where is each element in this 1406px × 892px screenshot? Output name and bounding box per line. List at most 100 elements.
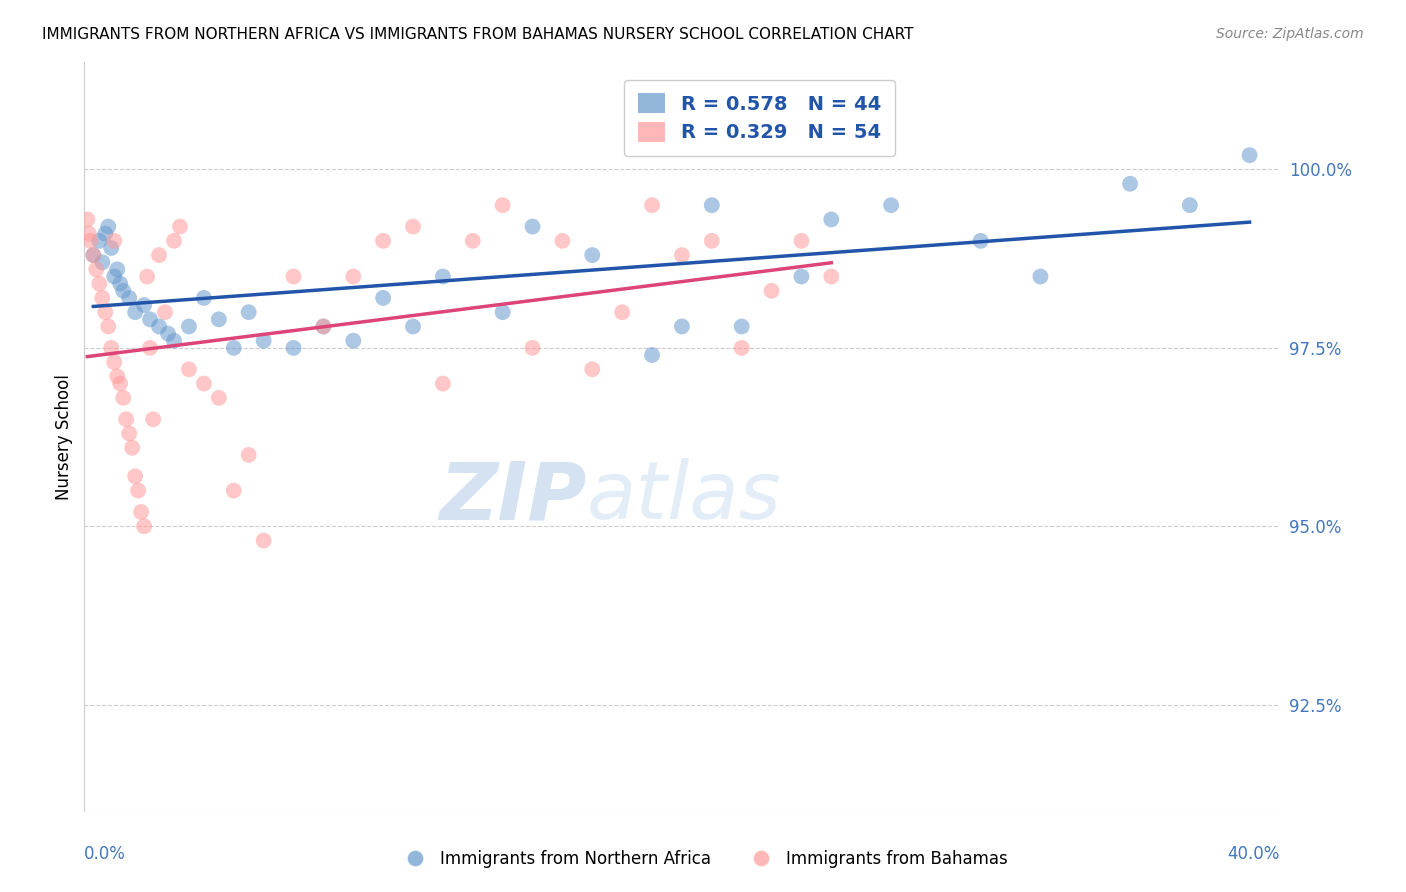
Point	[110, 277, 132, 291]
Point	[169, 219, 191, 234]
Point	[820, 212, 842, 227]
Point	[700, 198, 723, 212]
Point	[641, 198, 664, 212]
Point	[222, 341, 245, 355]
Point	[731, 319, 754, 334]
Point	[312, 319, 335, 334]
Point	[177, 362, 200, 376]
Point	[103, 234, 125, 248]
Text: Source: ZipAtlas.com: Source: ZipAtlas.com	[1216, 27, 1364, 41]
Point	[432, 269, 454, 284]
Point	[86, 262, 108, 277]
Point	[76, 212, 98, 227]
Point	[97, 319, 120, 334]
Point	[492, 198, 515, 212]
Point	[163, 334, 186, 348]
Point	[97, 219, 120, 234]
Legend: R = 0.578   N = 44, R = 0.329   N = 54: R = 0.578 N = 44, R = 0.329 N = 54	[624, 79, 894, 156]
Point	[100, 241, 122, 255]
Point	[880, 198, 903, 212]
Point	[581, 248, 603, 262]
Point	[94, 227, 117, 241]
Point	[238, 448, 260, 462]
Point	[103, 355, 125, 369]
Point	[100, 341, 122, 355]
Point	[790, 269, 813, 284]
Point	[121, 441, 143, 455]
Point	[153, 305, 176, 319]
Point	[1029, 269, 1052, 284]
Point	[118, 291, 141, 305]
Point	[373, 234, 395, 248]
Point	[105, 262, 128, 277]
Point	[551, 234, 574, 248]
Point	[127, 483, 149, 498]
Point	[253, 334, 276, 348]
Point	[208, 391, 231, 405]
Point	[671, 319, 693, 334]
Point	[142, 412, 165, 426]
Point	[139, 312, 162, 326]
Point	[132, 519, 156, 533]
Point	[91, 255, 114, 269]
Point	[641, 348, 664, 362]
Point	[1119, 177, 1142, 191]
Point	[522, 219, 544, 234]
Point	[77, 227, 100, 241]
Point	[139, 341, 162, 355]
Point	[103, 269, 125, 284]
Point	[148, 248, 170, 262]
Text: 40.0%: 40.0%	[1227, 846, 1279, 863]
Point	[124, 305, 146, 319]
Point	[761, 284, 783, 298]
Point	[253, 533, 276, 548]
Text: IMMIGRANTS FROM NORTHERN AFRICA VS IMMIGRANTS FROM BAHAMAS NURSERY SCHOOL CORREL: IMMIGRANTS FROM NORTHERN AFRICA VS IMMIG…	[42, 27, 914, 42]
Point	[283, 341, 305, 355]
Point	[402, 319, 425, 334]
Point	[970, 234, 993, 248]
Point	[461, 234, 484, 248]
Point	[124, 469, 146, 483]
Text: atlas: atlas	[586, 458, 782, 536]
Point	[82, 248, 104, 262]
Legend: Immigrants from Northern Africa, Immigrants from Bahamas: Immigrants from Northern Africa, Immigra…	[392, 844, 1014, 875]
Point	[112, 284, 135, 298]
Point	[373, 291, 395, 305]
Point	[208, 312, 231, 326]
Point	[581, 362, 603, 376]
Text: ZIP: ZIP	[439, 458, 586, 536]
Point	[312, 319, 335, 334]
Point	[731, 341, 754, 355]
Point	[157, 326, 180, 341]
Point	[193, 376, 215, 391]
Point	[118, 426, 141, 441]
Y-axis label: Nursery School: Nursery School	[55, 374, 73, 500]
Point	[94, 305, 117, 319]
Point	[136, 269, 159, 284]
Point	[492, 305, 515, 319]
Point	[82, 248, 104, 262]
Point	[177, 319, 200, 334]
Point	[110, 376, 132, 391]
Point	[432, 376, 454, 391]
Point	[163, 234, 186, 248]
Point	[283, 269, 305, 284]
Point	[402, 219, 425, 234]
Point	[1239, 148, 1261, 162]
Point	[612, 305, 634, 319]
Point	[522, 341, 544, 355]
Text: 0.0%: 0.0%	[84, 846, 127, 863]
Point	[148, 319, 170, 334]
Point	[112, 391, 135, 405]
Point	[700, 234, 723, 248]
Point	[91, 291, 114, 305]
Point	[790, 234, 813, 248]
Point	[193, 291, 215, 305]
Point	[1178, 198, 1201, 212]
Point	[222, 483, 245, 498]
Point	[115, 412, 138, 426]
Point	[129, 505, 152, 519]
Point	[342, 334, 364, 348]
Point	[79, 234, 101, 248]
Point	[820, 269, 842, 284]
